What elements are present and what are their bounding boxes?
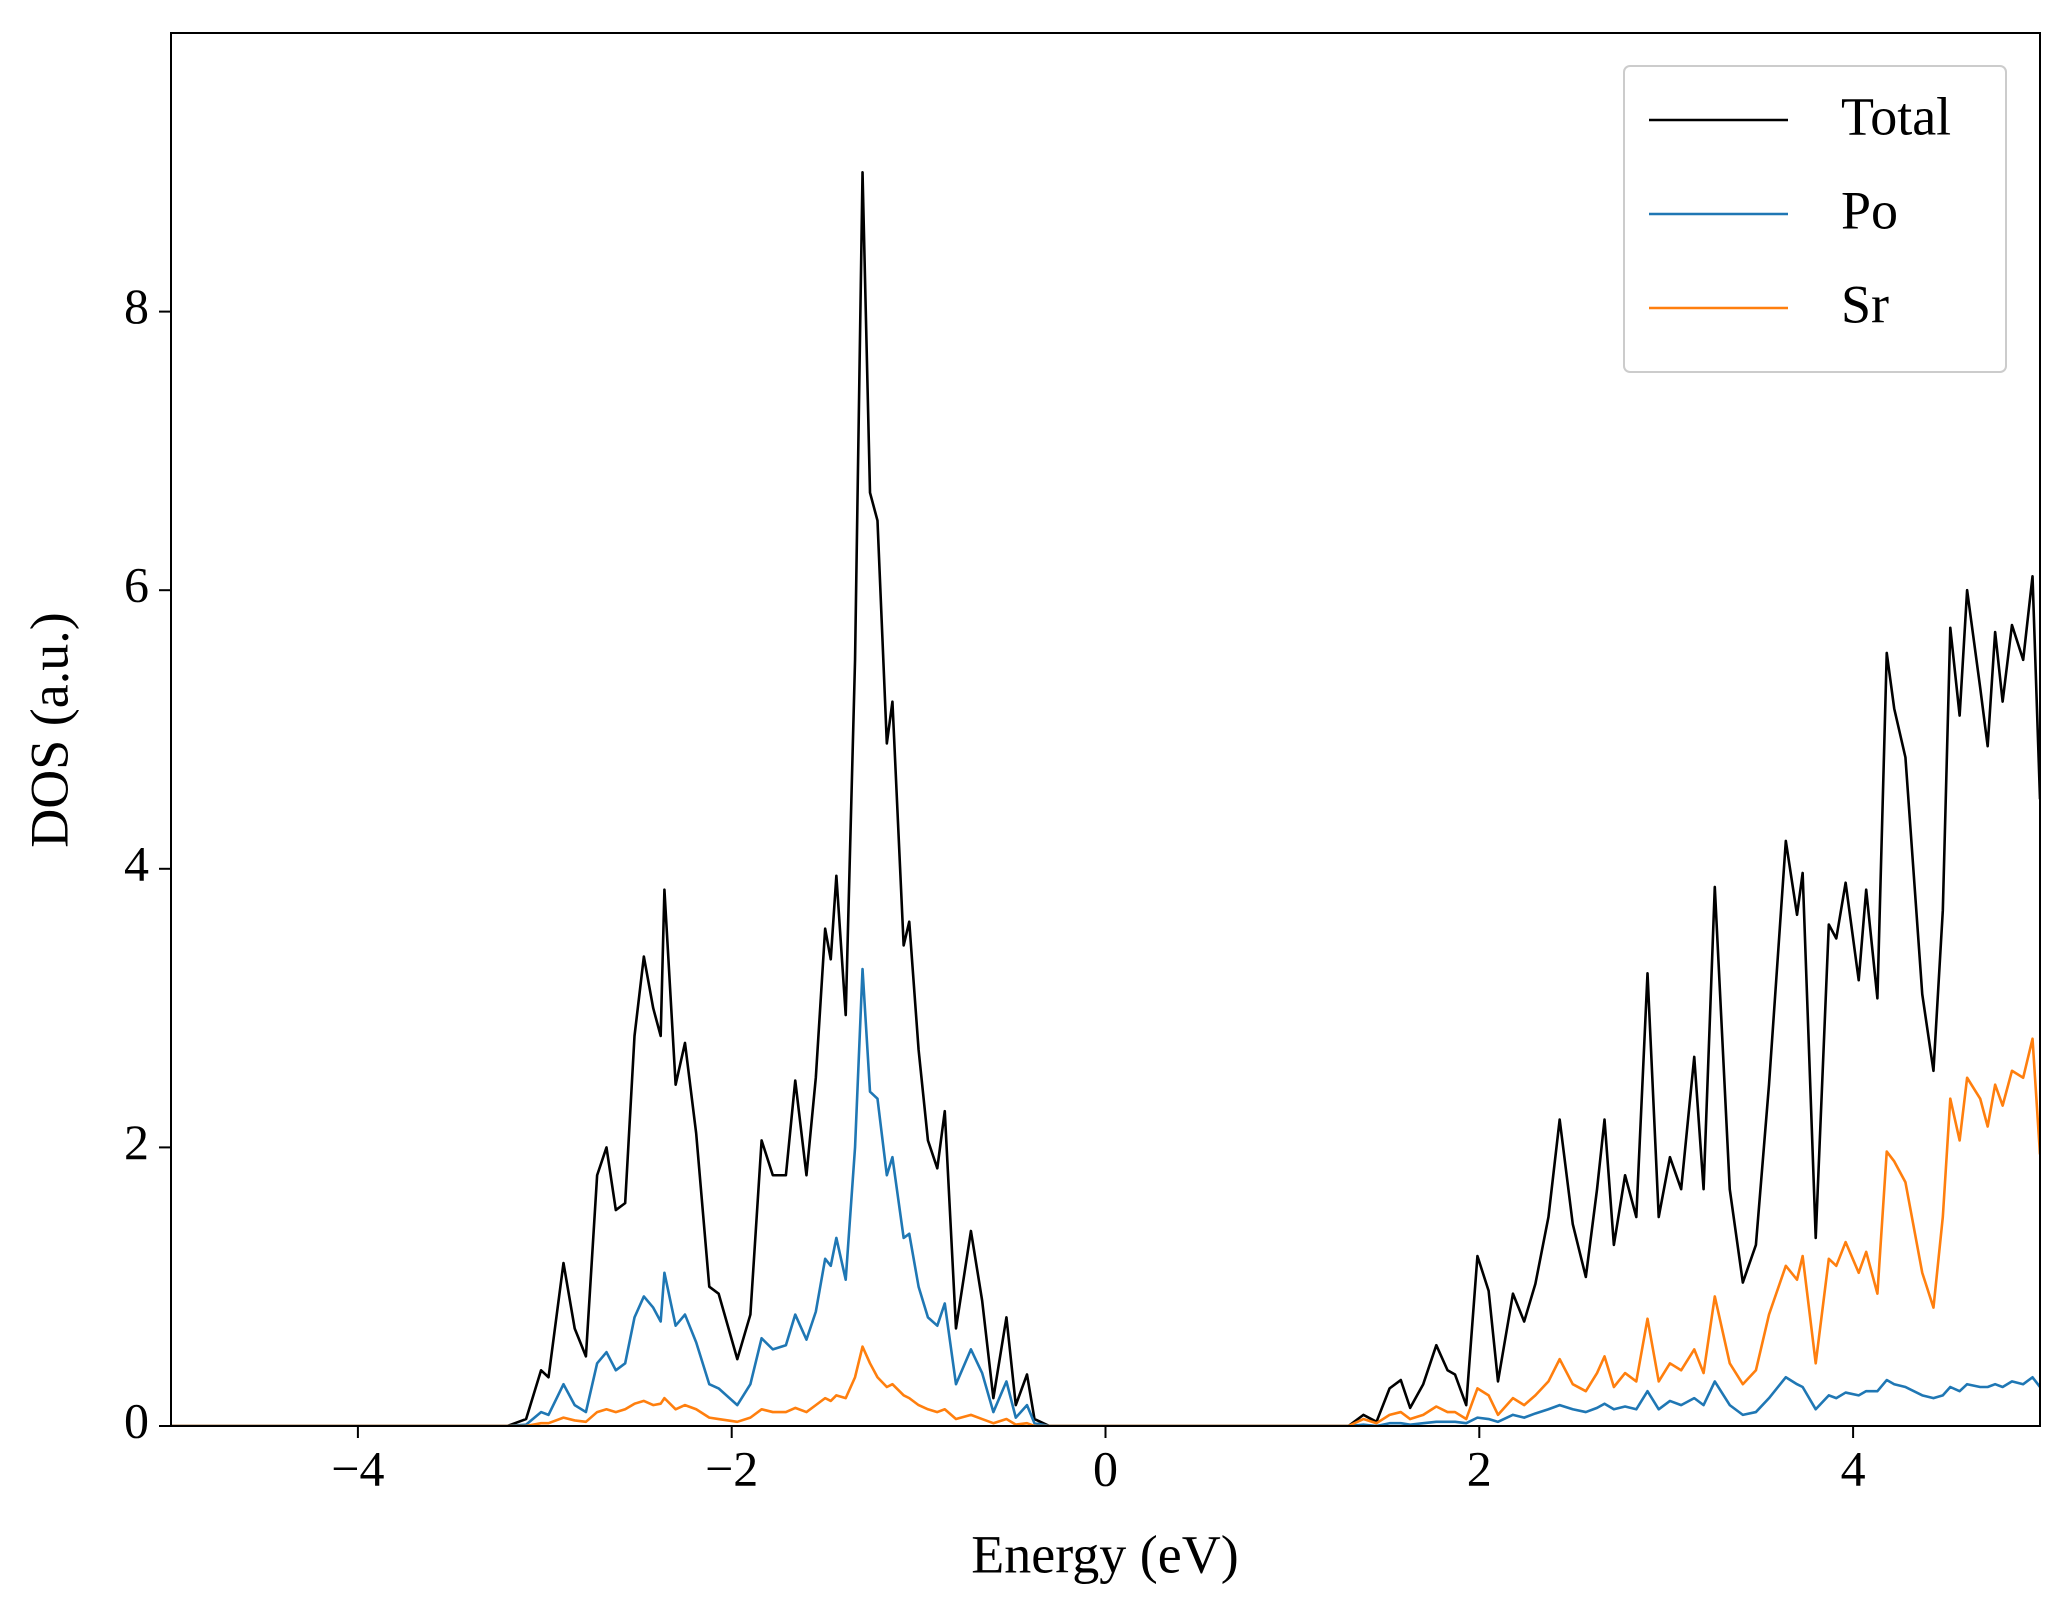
legend-label: Sr <box>1841 274 1889 334</box>
x-tick-label: 2 <box>1467 1440 1492 1496</box>
y-axis-label: DOS (a.u.) <box>19 612 79 847</box>
y-tick-label: 2 <box>124 1114 149 1170</box>
x-tick-label: −2 <box>705 1440 758 1496</box>
y-tick-label: 4 <box>124 835 149 891</box>
x-axis-label: Energy (eV) <box>971 1524 1238 1584</box>
series-line <box>171 967 2040 1426</box>
y-tick-label: 0 <box>124 1392 149 1448</box>
x-tick-label: −4 <box>331 1440 384 1496</box>
x-tick-label: 4 <box>1841 1440 1866 1496</box>
axes-frame <box>170 32 2041 1427</box>
legend-label: Po <box>1841 180 1898 240</box>
y-tick-label: 6 <box>124 557 149 613</box>
series-line <box>171 171 2040 1426</box>
series-line <box>171 1037 2040 1426</box>
legend-box <box>1623 65 2007 373</box>
x-tick-label: 0 <box>1093 1440 1118 1496</box>
legend-label: Total <box>1841 86 1951 146</box>
y-tick-label: 8 <box>124 278 149 334</box>
